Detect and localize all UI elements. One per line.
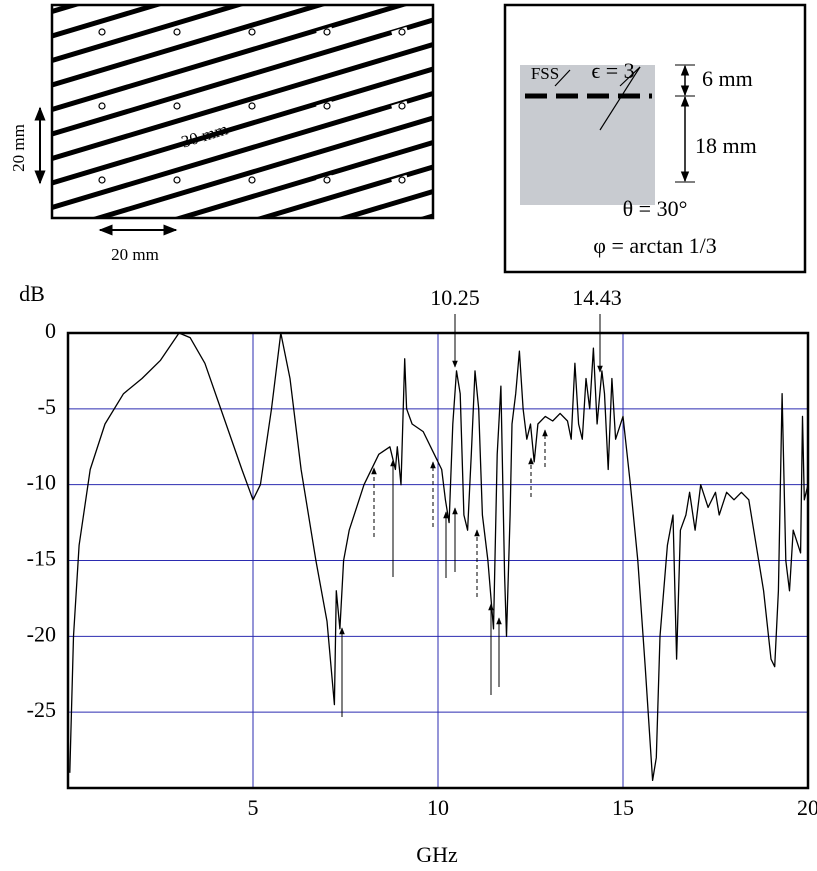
y-tick-label: -25 <box>27 697 56 722</box>
via <box>248 28 256 36</box>
y-axis-label: dB <box>19 281 45 306</box>
strip <box>335 189 433 218</box>
dimension-label: 18 mm <box>695 133 757 158</box>
strip <box>52 42 433 161</box>
annotation: 10.25 <box>430 285 480 310</box>
strip <box>52 5 410 112</box>
strip <box>52 5 247 63</box>
strip <box>90 115 433 218</box>
via <box>98 176 106 184</box>
via <box>98 102 106 110</box>
strip <box>52 17 433 137</box>
via <box>323 176 331 184</box>
leader <box>554 69 571 87</box>
strip <box>52 66 433 186</box>
label: θ = 30° <box>623 196 688 221</box>
dimension-label: 20 mm <box>9 124 28 172</box>
strip <box>52 339 433 453</box>
via <box>323 28 331 36</box>
via <box>398 102 406 110</box>
y-tick-label: -20 <box>27 621 56 646</box>
leader <box>599 66 641 131</box>
dimension-label: 20 mm <box>111 245 159 264</box>
via <box>248 176 256 184</box>
strip <box>253 164 433 218</box>
y-tick-label: -10 <box>27 470 56 495</box>
strip <box>52 5 329 88</box>
x-axis-label: GHz <box>416 842 458 867</box>
via <box>173 28 181 36</box>
dielectric-slab <box>520 65 655 205</box>
via <box>323 102 331 110</box>
x-tick-label: 20 <box>797 795 817 820</box>
strip <box>52 241 433 355</box>
via <box>398 176 406 184</box>
x-tick-label: 15 <box>612 795 634 820</box>
via <box>398 28 406 36</box>
y-tick-label: 0 <box>45 318 56 343</box>
via <box>173 102 181 110</box>
leader <box>619 66 641 87</box>
x-tick-label: 5 <box>248 795 259 820</box>
strip <box>52 91 433 210</box>
y-tick-label: -15 <box>27 546 56 571</box>
strip <box>52 5 165 39</box>
annotation: 14.43 <box>572 285 622 310</box>
label: ϵ = 3 <box>591 58 634 83</box>
strip <box>52 265 433 379</box>
x-tick-label: 10 <box>427 795 449 820</box>
dimension-label: 30 mm <box>179 119 230 151</box>
strip <box>52 290 433 404</box>
via <box>98 28 106 36</box>
data-line <box>69 332 809 782</box>
label: φ = arctan 1/3 <box>593 233 716 258</box>
strip <box>171 140 433 218</box>
inset-frame <box>503 3 807 274</box>
strip <box>52 314 433 428</box>
dimension-label: 6 mm <box>702 66 753 91</box>
via <box>248 102 256 110</box>
y-tick-label: -5 <box>38 394 56 419</box>
inset-frame <box>50 3 435 220</box>
strip <box>417 213 433 218</box>
plot-frame <box>66 331 810 790</box>
label: FSS <box>531 64 559 83</box>
strip-pattern <box>52 5 433 453</box>
via <box>173 176 181 184</box>
